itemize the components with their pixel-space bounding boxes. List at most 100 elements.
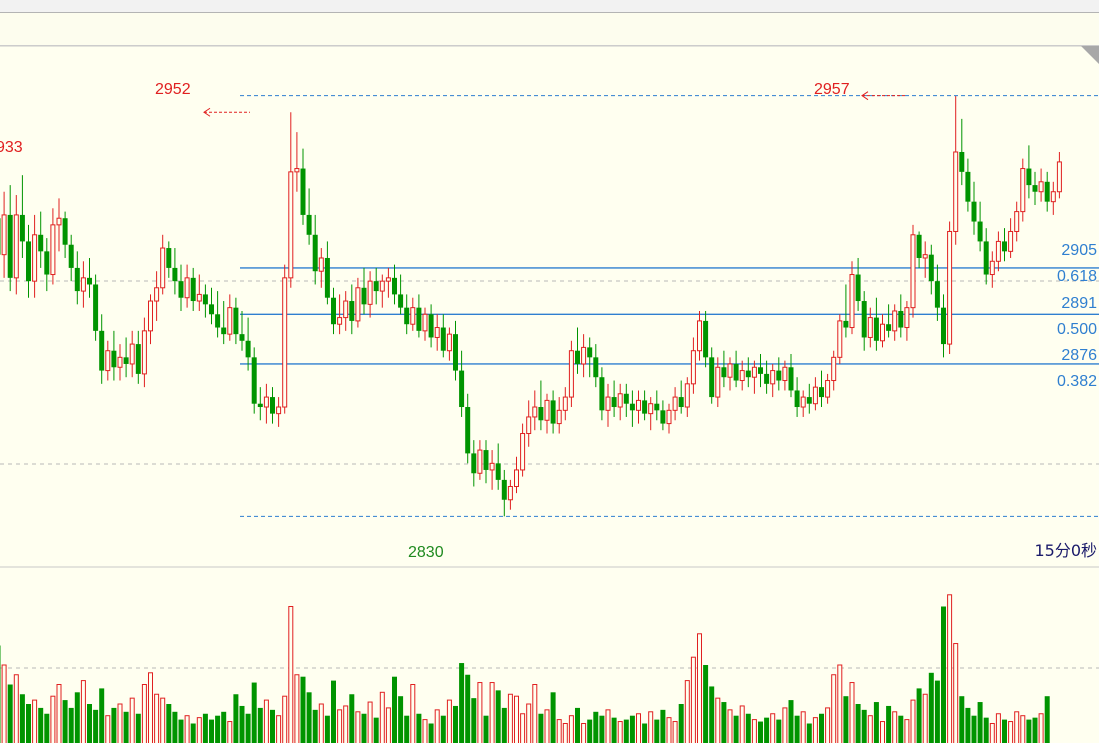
high-marker-label: 2952: [155, 81, 191, 98]
candle: [270, 387, 275, 424]
volume-bar: [1014, 711, 1020, 743]
volume-bar: [123, 711, 129, 743]
candle: [965, 158, 971, 212]
candle-body: [68, 244, 74, 268]
candle: [129, 330, 135, 378]
candle-body: [1014, 211, 1020, 232]
volume-bar: [190, 723, 196, 743]
candle-body: [758, 367, 763, 374]
candle-body: [715, 366, 721, 398]
candle: [1026, 145, 1032, 199]
volume-bar: [0, 645, 1, 743]
candle-body: [263, 396, 269, 408]
candle: [410, 297, 416, 331]
candle: [684, 377, 690, 417]
candle: [440, 314, 446, 358]
candle: [221, 301, 227, 345]
volume-bar: [959, 696, 965, 743]
volume-bar: [788, 700, 794, 743]
candle-body: [44, 251, 50, 275]
candle: [562, 387, 568, 421]
volume-bar: [233, 694, 239, 743]
volume-bar: [562, 723, 568, 743]
volume-bar: [361, 713, 367, 743]
volume-bar: [288, 606, 294, 743]
candle: [623, 383, 629, 417]
candle: [873, 297, 879, 351]
candle: [373, 267, 379, 305]
volume-bar: [26, 704, 31, 743]
candle: [251, 347, 257, 414]
candle: [660, 400, 666, 431]
volume-bar: [422, 719, 428, 743]
volume-bar: [19, 694, 25, 743]
candle-body: [288, 171, 294, 279]
candle-body: [202, 294, 208, 305]
candle: [581, 334, 587, 378]
candle: [611, 380, 617, 417]
candle: [983, 228, 989, 285]
volume-bar: [776, 719, 782, 743]
candle: [922, 241, 928, 278]
candle: [977, 201, 983, 252]
candle-body: [343, 300, 349, 319]
candle: [733, 350, 739, 388]
candle-body: [245, 340, 251, 358]
volume-bar: [337, 709, 343, 743]
candle: [678, 380, 684, 414]
candle: [886, 304, 892, 338]
volume-bar: [50, 695, 56, 743]
candle-body: [562, 396, 568, 411]
candle: [758, 354, 763, 388]
volume-bar: [843, 696, 849, 743]
volume-bar: [544, 709, 550, 743]
candle-body: [404, 307, 410, 325]
candle-body: [1002, 241, 1007, 252]
candle-body: [849, 274, 855, 329]
volume-bar: [1020, 715, 1026, 743]
candle: [672, 387, 678, 421]
candle: [1014, 201, 1020, 242]
candle: [880, 314, 885, 348]
candle-body: [745, 370, 751, 378]
candle-body: [190, 277, 196, 302]
volume-bar: [800, 711, 806, 743]
volume-bar: [135, 713, 141, 743]
candle: [800, 390, 806, 417]
volume-bar: [611, 717, 617, 743]
volume-bar: [636, 713, 641, 743]
candle: [971, 181, 977, 235]
volume-bar: [300, 676, 306, 743]
volume-bar: [867, 715, 873, 743]
volume-bar: [398, 696, 404, 743]
candle-body: [477, 449, 483, 474]
candle: [300, 148, 306, 225]
candle-body: [605, 396, 611, 411]
candle-body: [623, 393, 629, 404]
candle: [1056, 151, 1062, 199]
volume-bar: [910, 699, 916, 743]
candle: [1, 191, 7, 278]
volume-bar: [593, 711, 599, 743]
candle: [831, 350, 837, 391]
candle: [550, 390, 556, 434]
volume-bar: [99, 688, 105, 743]
candle-body: [300, 168, 306, 215]
candle: [995, 231, 1001, 272]
candle-body: [575, 350, 580, 364]
fib-price-label-2: 2876: [1061, 347, 1097, 364]
volume-bar: [392, 676, 397, 743]
candle: [861, 291, 867, 351]
volume-bar: [581, 723, 587, 743]
volume-bar: [617, 721, 623, 743]
candle-body: [819, 387, 824, 398]
candle-body: [971, 201, 977, 222]
candle: [837, 314, 843, 364]
candle-body: [544, 399, 550, 421]
candle-body: [0, 218, 1, 255]
fib-ratio-label-2: 0.382: [1057, 373, 1097, 390]
candle: [257, 387, 263, 421]
candle-body: [733, 363, 739, 381]
candle: [1050, 181, 1056, 215]
candle: [709, 347, 715, 404]
